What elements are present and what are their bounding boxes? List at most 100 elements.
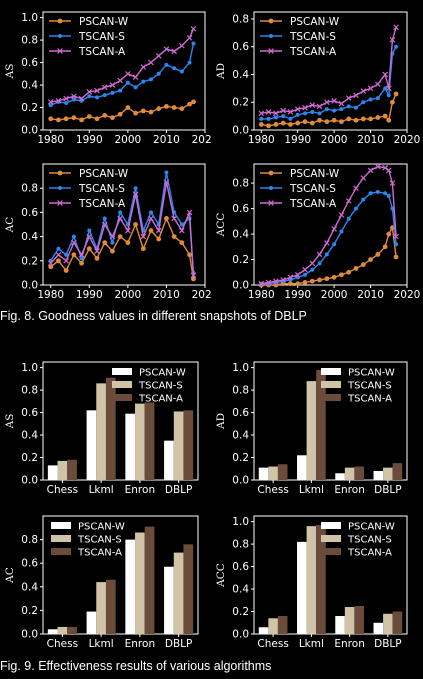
data-point	[179, 42, 185, 49]
data-point	[71, 239, 77, 246]
data-point	[94, 255, 100, 261]
y-tick-label: 0.8	[232, 385, 249, 397]
bar-tscan-s-lkml	[306, 526, 317, 634]
data-point	[324, 240, 330, 246]
data-point	[125, 80, 130, 85]
bar-pscan-w-dblp	[373, 471, 384, 480]
data-point	[360, 262, 366, 268]
y-axis-label: AD	[215, 413, 227, 430]
data-point	[386, 193, 391, 198]
data-point	[353, 185, 359, 192]
data-point	[109, 233, 116, 240]
data-point	[58, 186, 62, 190]
data-point	[186, 35, 193, 41]
data-point	[288, 116, 293, 121]
y-tick-label: 0.4	[232, 584, 249, 596]
data-point	[280, 107, 286, 114]
data-point	[95, 95, 99, 100]
data-point	[102, 112, 108, 118]
legend-label-pscan-w: PSCAN-W	[78, 522, 125, 533]
data-point	[265, 109, 272, 115]
axes-frame	[253, 163, 408, 286]
data-point	[288, 122, 293, 127]
ad-line-chart: 0.0 0.2 0.4 0.6 0.8 AD 1980 1990 2000 2010 2020 PSC…	[215, 11, 420, 146]
data-point	[58, 34, 62, 38]
legend-label-pscan-w: PSCAN-W	[290, 16, 340, 28]
bar-tscan-s-dblp	[383, 467, 393, 480]
data-point	[164, 104, 169, 109]
y-axis-label: AC	[4, 567, 16, 584]
bar-tscan-s-enron	[135, 403, 145, 480]
data-point	[375, 96, 380, 101]
data-point	[87, 228, 92, 233]
bar-tscan-a-chess	[67, 626, 77, 634]
data-point	[309, 260, 316, 267]
y-tick-label: 1.0	[21, 362, 38, 374]
bar-pscan-w-dblp	[164, 440, 174, 480]
y-tick-label: 0.6	[232, 41, 249, 53]
y-tick-label: 0.6	[232, 203, 249, 215]
data-point	[309, 102, 316, 108]
y-tick-label: 0.4	[232, 430, 249, 442]
y-tick-label: 1.0	[232, 362, 249, 374]
bar-tscan-s-chess	[57, 460, 68, 480]
x-tick-label: 1980	[248, 289, 275, 301]
bar-tscan-a-enron	[354, 466, 364, 480]
data-point	[393, 233, 399, 240]
bar-tscan-a-chess	[277, 464, 288, 480]
bar-pscan-w-lkml	[86, 611, 97, 634]
y-tick-label: 0.6	[232, 561, 249, 573]
data-point	[295, 120, 301, 126]
data-point	[133, 222, 138, 227]
x-tick-label: 2010	[357, 134, 384, 146]
data-point	[346, 216, 351, 221]
data-point	[393, 91, 399, 97]
bar-tscan-a-dblp	[392, 611, 403, 634]
data-point	[310, 267, 315, 272]
legend-label-pscan-w: PSCAN-W	[139, 368, 186, 379]
data-point	[118, 88, 123, 93]
y-tick-label: 1.0	[232, 516, 249, 528]
data-point	[360, 175, 367, 181]
bar-pscan-w-enron	[335, 473, 345, 480]
axes-frame	[42, 361, 199, 481]
y-tick-label: 0.0	[232, 629, 249, 641]
data-point	[354, 206, 358, 211]
legend-label-pscan-w: PSCAN-W	[79, 168, 129, 180]
data-point	[268, 200, 274, 206]
bar-tscan-s-lkml	[96, 582, 106, 634]
y-tick-label: 0.8	[232, 13, 249, 25]
y-tick-label: 0.4	[21, 430, 38, 442]
data-point	[339, 107, 344, 112]
data-point	[148, 109, 154, 115]
data-point	[317, 261, 322, 266]
y-tick-label: 0.2	[232, 97, 249, 109]
data-point	[353, 92, 359, 99]
data-point	[375, 252, 381, 257]
data-point	[287, 109, 294, 115]
data-point	[55, 97, 62, 104]
data-point	[331, 117, 337, 123]
y-tick-label: 0.6	[21, 407, 38, 419]
data-point	[273, 115, 278, 120]
data-point	[273, 110, 279, 117]
data-point	[294, 271, 301, 278]
legend-label-tscan-a: TSCAN-A	[289, 46, 337, 58]
bar-tscan-a-dblp	[183, 410, 194, 480]
legend-swatch	[112, 368, 132, 375]
bar-tscan-s-dblp	[173, 552, 184, 634]
x-tick-label: 1990	[284, 134, 311, 146]
y-tick-label: 0.4	[21, 231, 38, 243]
data-point	[382, 244, 388, 250]
bar-tscan-a-lkml	[105, 377, 116, 480]
data-point	[86, 233, 93, 240]
series-line-pscan-w	[50, 216, 195, 280]
data-point	[309, 120, 315, 126]
data-point	[79, 256, 84, 261]
figure-9-caption: Fig. 9. Effectiveness results of various…	[0, 659, 272, 673]
x-tick-label: 2010	[153, 134, 180, 146]
data-point	[155, 53, 162, 59]
data-point	[171, 234, 177, 239]
data-point	[102, 240, 108, 246]
data-point	[394, 44, 399, 49]
